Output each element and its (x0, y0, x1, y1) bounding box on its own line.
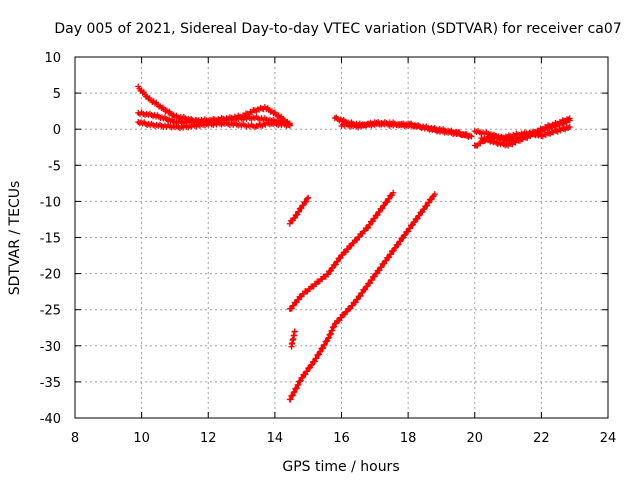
data-point (345, 246, 352, 253)
data-point (397, 238, 404, 245)
y-tick-label: -5 (48, 159, 61, 174)
data-point (325, 335, 332, 342)
x-axis-label: GPS time / hours (282, 459, 399, 475)
y-tick-label: 10 (44, 51, 61, 66)
x-tick-label: 16 (333, 431, 350, 446)
data-point (165, 109, 172, 116)
data-point (320, 344, 327, 351)
x-tick-label: 14 (267, 431, 284, 446)
grid (75, 57, 608, 418)
data-layer (135, 83, 573, 403)
data-point (359, 289, 366, 296)
data-point (291, 328, 298, 335)
data-point (468, 133, 475, 140)
x-tick-label: 12 (200, 431, 217, 446)
data-point (426, 199, 433, 206)
data-point (291, 388, 298, 395)
y-tick-label: 5 (53, 87, 61, 102)
data-point (290, 389, 297, 396)
data-point (334, 258, 341, 265)
data-point (287, 396, 294, 403)
data-point (321, 341, 328, 348)
series-track-7 (471, 124, 573, 142)
data-point (338, 314, 345, 321)
x-tick-label: 10 (133, 431, 150, 446)
data-point (304, 368, 311, 375)
data-point (327, 330, 334, 337)
data-point (305, 194, 312, 201)
data-point (313, 355, 320, 362)
x-tick-label: 18 (400, 431, 417, 446)
y-tick-label: 0 (53, 123, 61, 138)
data-point (390, 189, 397, 196)
x-tick-label: 24 (600, 431, 617, 446)
data-point (431, 191, 438, 198)
series-track-3 (135, 119, 293, 132)
y-tick-label: -35 (40, 376, 61, 391)
x-tick-label: 8 (71, 431, 79, 446)
data-point (293, 385, 300, 392)
data-point (356, 234, 363, 241)
y-ticks: -40 -35 -30 -25 -20 -15 -10 -5 0 5 10 (40, 51, 608, 427)
chart-title: Day 005 of 2021, Sidereal Day-to-day VTE… (54, 21, 621, 37)
data-point (368, 276, 375, 283)
data-point (303, 198, 310, 205)
data-point (325, 334, 332, 341)
y-axis-label: SDTVAR / TECUs (7, 181, 23, 296)
data-point (151, 100, 158, 107)
y-tick-label: -10 (40, 195, 61, 210)
y-tick-label: -30 (40, 340, 61, 355)
data-point (296, 208, 303, 215)
series-track-5 (338, 119, 475, 140)
data-point (304, 195, 311, 202)
data-point (378, 264, 385, 271)
data-point (386, 195, 393, 202)
data-point (566, 117, 573, 124)
data-point (566, 124, 573, 131)
data-point (349, 302, 356, 309)
data-point (416, 212, 423, 219)
data-point (367, 221, 374, 228)
x-tick-label: 20 (466, 431, 483, 446)
x-ticks: 8 10 12 14 16 18 20 22 24 (71, 57, 616, 446)
data-point (376, 208, 383, 215)
y-tick-label: -20 (40, 268, 61, 283)
series-track-8 (478, 117, 573, 149)
data-point (290, 302, 297, 309)
series-track-9 (286, 194, 312, 227)
y-tick-label: -15 (40, 232, 61, 247)
data-point (286, 122, 293, 129)
data-point (387, 251, 394, 258)
y-tick-label: -40 (40, 412, 61, 427)
data-point (325, 271, 332, 278)
series-track-12 (286, 191, 438, 403)
y-tick-label: -25 (40, 304, 61, 319)
data-point (407, 225, 414, 232)
data-point (329, 327, 336, 334)
series-track-10 (288, 328, 298, 350)
data-point (311, 358, 318, 365)
series-track-11 (286, 189, 397, 312)
data-point (384, 198, 391, 205)
data-point (295, 381, 302, 388)
x-tick-label: 22 (533, 431, 550, 446)
